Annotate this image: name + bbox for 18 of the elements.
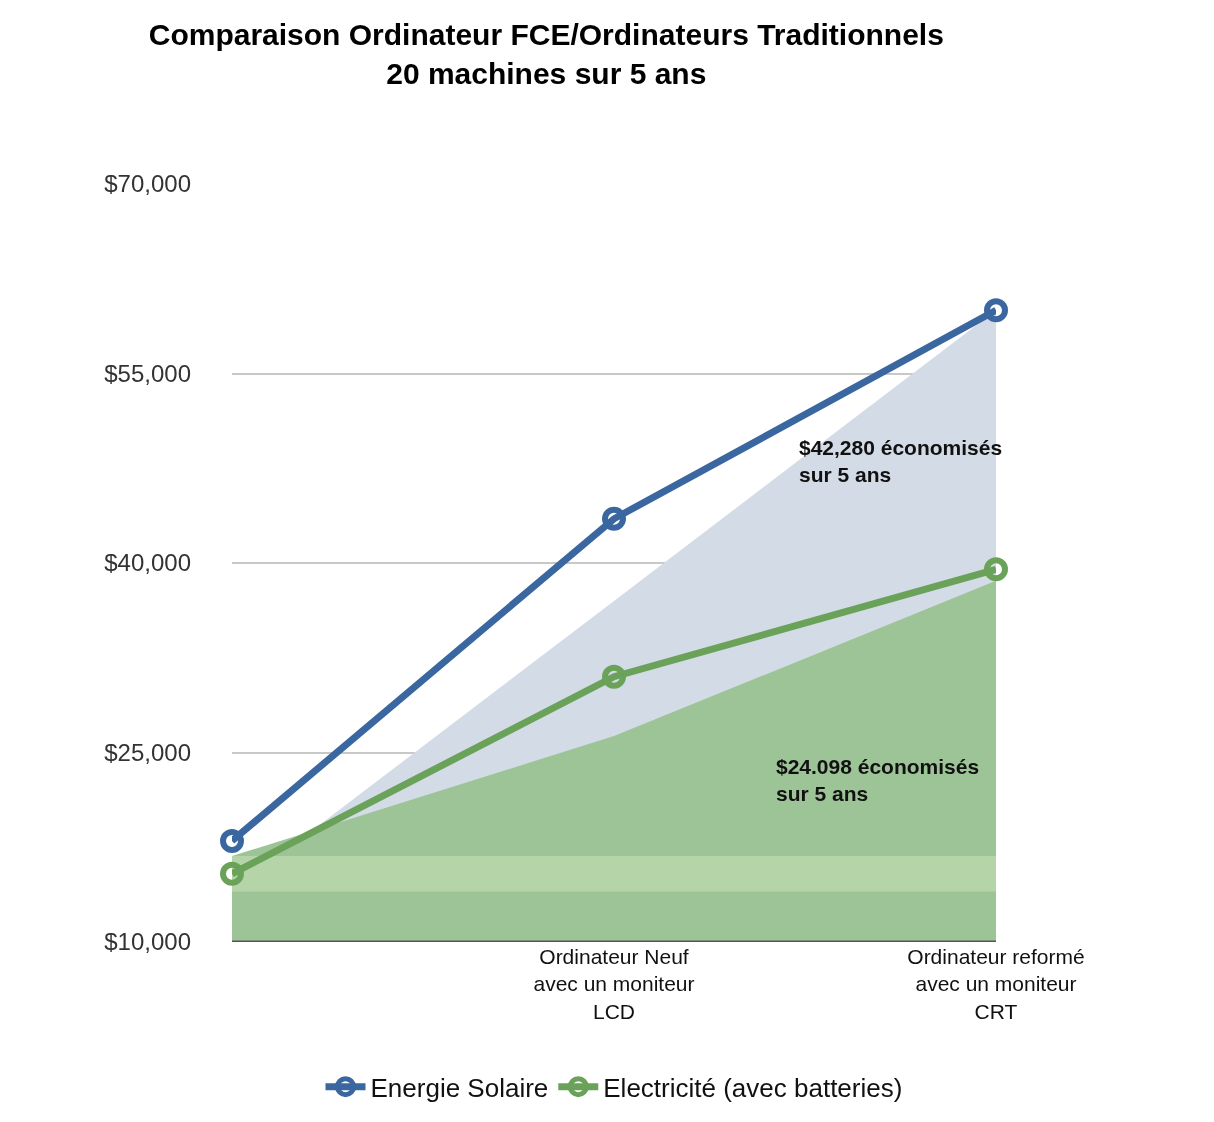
x-tick-label: Ordinateur reformé avec un moniteur CRT: [907, 945, 1085, 1023]
chart-title: Comparaison Ordinateur FCE/Ordinateurs Traditionnels 20 machines sur 5 ans: [148, 17, 944, 90]
point: [220, 861, 244, 886]
y-tick-label: $55,000: [104, 359, 191, 387]
legend-label: Energie Solaire: [370, 1072, 549, 1103]
y-tick-label: $25,000: [104, 738, 191, 766]
point: [602, 664, 626, 689]
point: [220, 828, 244, 853]
y-tick-label: $40,000: [104, 549, 191, 577]
x-tick-label: Ordinateur Neuf avec un moniteur LCD: [533, 945, 695, 1023]
legend-label: Electricité (avec batteries): [603, 1072, 903, 1103]
point: [984, 557, 1008, 582]
y-tick-label: $70,000: [104, 170, 191, 198]
annotation: $42,280 économisés sur 5 ans: [799, 436, 1003, 487]
annotation: $24.098 économisés sur 5 ans: [776, 755, 980, 806]
y-tick-label: $10,000: [104, 928, 191, 956]
point: [602, 506, 626, 531]
point: [984, 298, 1008, 323]
